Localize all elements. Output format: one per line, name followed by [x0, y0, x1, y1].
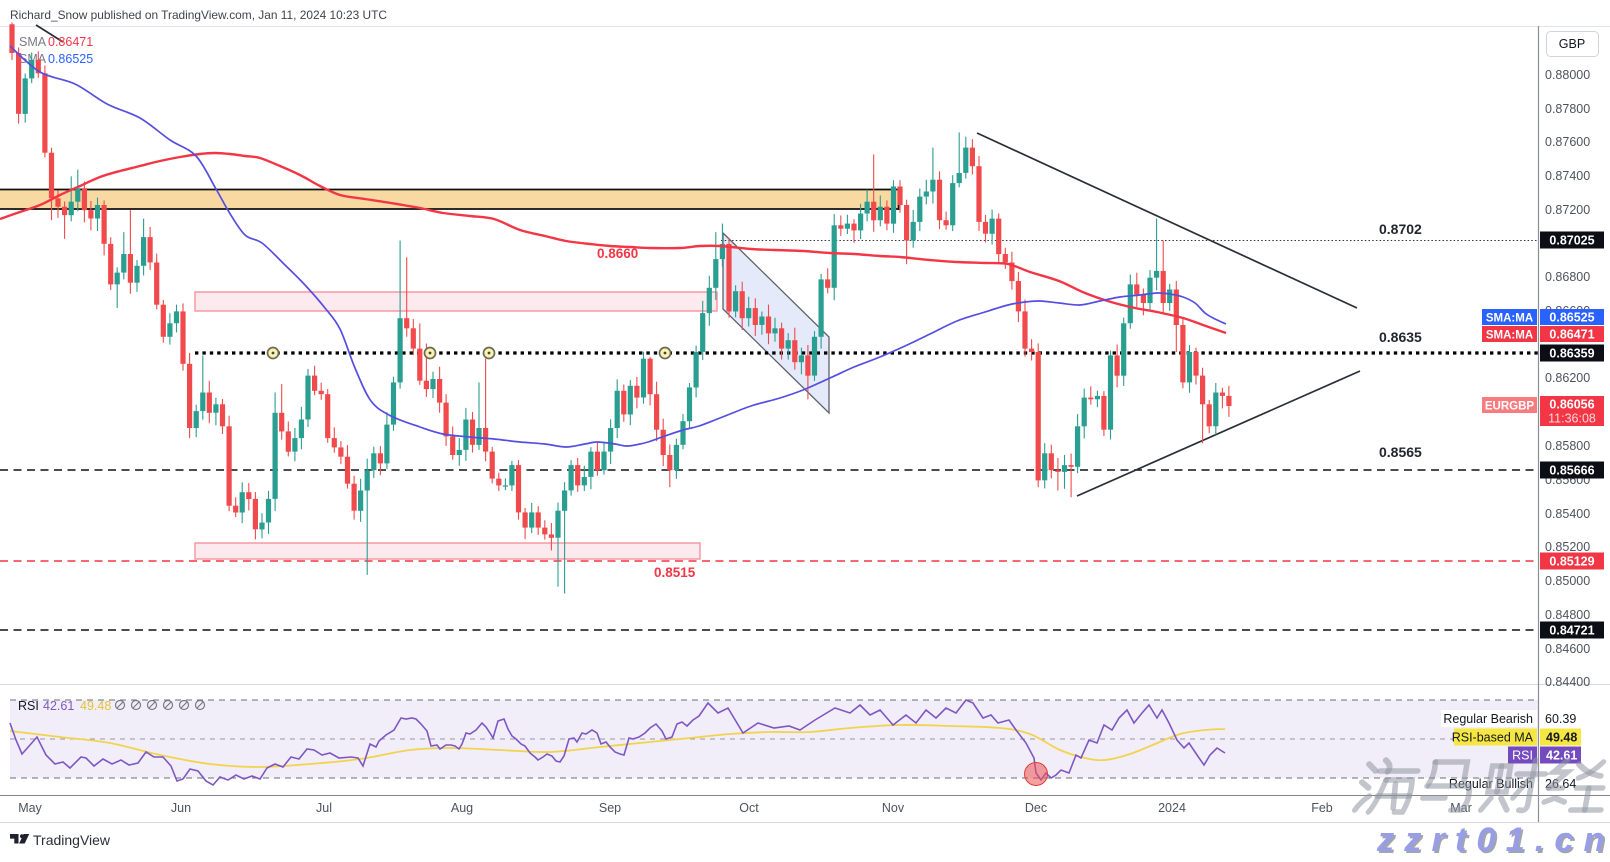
svg-text:May: May	[18, 801, 42, 815]
svg-text:0.88000: 0.88000	[1545, 68, 1590, 82]
svg-text:Richard_Snow published on Trad: Richard_Snow published on TradingView.co…	[10, 8, 387, 22]
svg-text:49.48: 49.48	[80, 699, 111, 713]
svg-text:0.85000: 0.85000	[1545, 574, 1590, 588]
svg-text:TradingView: TradingView	[33, 832, 111, 848]
svg-text:SMA:MA: SMA:MA	[1486, 313, 1533, 325]
svg-text:0.85800: 0.85800	[1545, 439, 1590, 453]
svg-text:SMA:MA: SMA:MA	[1486, 330, 1533, 342]
svg-text:RSI-based MA: RSI-based MA	[1452, 731, 1534, 745]
svg-text:0.86471: 0.86471	[48, 35, 93, 49]
svg-text:2024: 2024	[1158, 801, 1186, 815]
svg-text:0.86200: 0.86200	[1545, 371, 1590, 385]
svg-text:0.87400: 0.87400	[1545, 169, 1590, 183]
svg-text:Oct: Oct	[739, 801, 759, 815]
svg-text:0.86471: 0.86471	[1549, 328, 1594, 342]
svg-text:Sep: Sep	[599, 801, 621, 815]
svg-text:0.8565: 0.8565	[1379, 444, 1422, 460]
svg-text:0.84721: 0.84721	[1549, 624, 1594, 638]
svg-text:EURGBP: EURGBP	[1485, 401, 1535, 413]
svg-text:0.8515: 0.8515	[654, 565, 696, 580]
svg-text:0.86800: 0.86800	[1545, 270, 1590, 284]
svg-text:Jun: Jun	[171, 801, 191, 815]
svg-text:0.87600: 0.87600	[1545, 135, 1590, 149]
svg-text:0.85400: 0.85400	[1545, 507, 1590, 521]
svg-text:Nov: Nov	[882, 801, 905, 815]
svg-text:zzrt01.cn: zzrt01.cn	[1376, 821, 1610, 857]
svg-text:42.61: 42.61	[43, 699, 74, 713]
svg-text:Jul: Jul	[316, 801, 332, 815]
svg-text:0.84800: 0.84800	[1545, 608, 1590, 622]
svg-text:0.87200: 0.87200	[1545, 203, 1590, 217]
svg-text:SMA: SMA	[19, 35, 47, 49]
svg-text:RSI: RSI	[18, 699, 39, 713]
svg-text:Regular Bearish: Regular Bearish	[1443, 712, 1533, 726]
svg-text:11:36:08: 11:36:08	[1548, 412, 1596, 426]
svg-text:0.87800: 0.87800	[1545, 102, 1590, 116]
svg-text:Feb: Feb	[1311, 801, 1333, 815]
svg-text:0.84600: 0.84600	[1545, 642, 1590, 656]
svg-text:0.85129: 0.85129	[1549, 555, 1594, 569]
svg-text:0.84400: 0.84400	[1545, 675, 1590, 689]
svg-text:42.61: 42.61	[1546, 749, 1577, 763]
svg-text:Aug: Aug	[451, 801, 473, 815]
svg-text:Dec: Dec	[1025, 801, 1047, 815]
svg-text:0.85666: 0.85666	[1549, 464, 1594, 478]
svg-text:zzrt01.cn: zzrt01.cn	[1378, 823, 1610, 857]
svg-text:60.39: 60.39	[1545, 712, 1576, 726]
svg-text:49.48: 49.48	[1546, 731, 1577, 745]
svg-text:0.86525: 0.86525	[48, 52, 93, 66]
svg-text:RSI: RSI	[1512, 749, 1533, 763]
svg-text:0.8660: 0.8660	[597, 246, 638, 261]
svg-text:0.86359: 0.86359	[1549, 347, 1594, 361]
svg-text:0.87025: 0.87025	[1549, 234, 1594, 248]
svg-text:0.86525: 0.86525	[1549, 311, 1594, 325]
svg-text:0.8635: 0.8635	[1379, 329, 1422, 345]
svg-text:0.8702: 0.8702	[1379, 221, 1422, 237]
svg-text:0.86056: 0.86056	[1549, 398, 1594, 412]
svg-text:0.85200: 0.85200	[1545, 540, 1590, 554]
svg-text:GBP: GBP	[1559, 37, 1585, 51]
